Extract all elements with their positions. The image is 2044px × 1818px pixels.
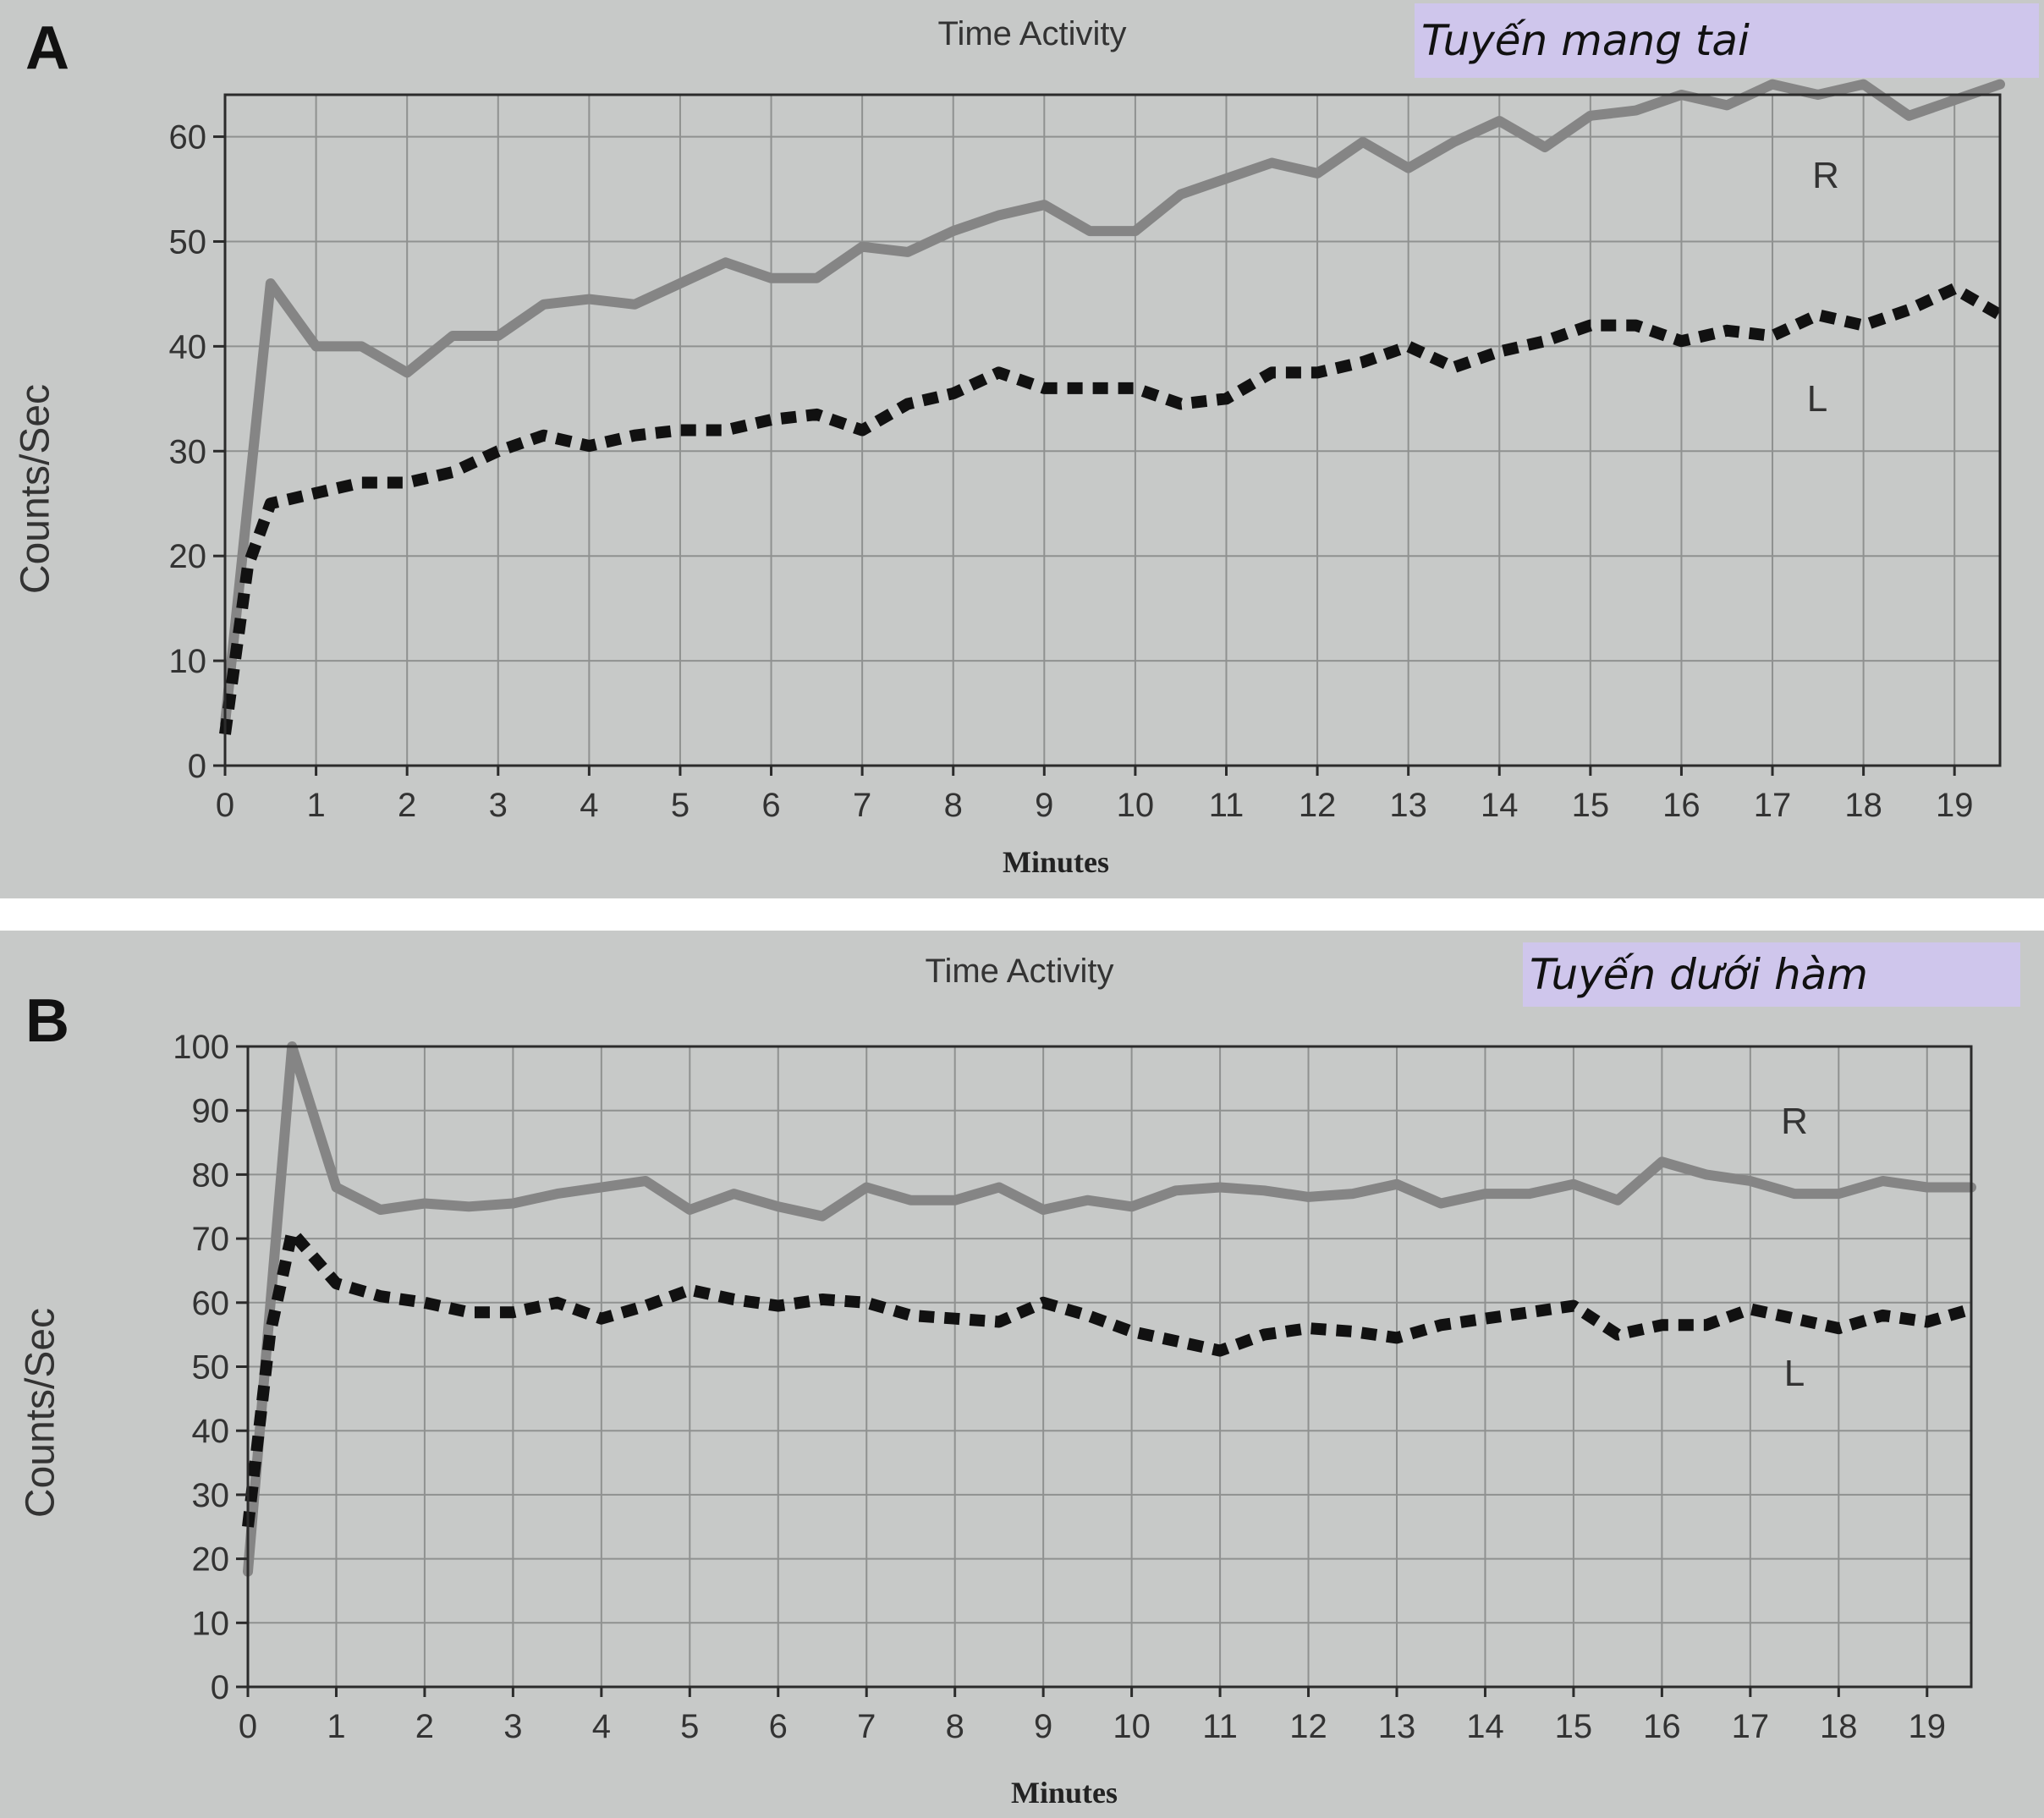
chart-b-xlabel: Minutes	[1011, 1776, 1118, 1810]
y-tick-label: 100	[173, 1029, 229, 1066]
x-tick-label: 14	[1481, 787, 1519, 824]
x-tick-label: 6	[761, 787, 780, 824]
chart-panel-b: 0 1 2 3 4 5 6 7 8 9 10 11 12 13 14 15 16 17 18 19 0 10 20 30 40 5…	[0, 931, 2044, 1818]
x-tick-label: 18	[1844, 787, 1882, 824]
x-tick-label: 17	[1754, 787, 1792, 824]
y-tick-label: 0	[188, 748, 206, 785]
plot-area	[225, 95, 2000, 766]
plot-frame	[223, 93, 2002, 767]
y-tick-label: 0	[211, 1669, 229, 1706]
x-tick-label: 11	[1202, 1708, 1238, 1745]
x-tick-label: 10	[1117, 787, 1155, 824]
x-tick-label: 2	[415, 1708, 434, 1745]
y-tick-label: 50	[192, 1349, 230, 1387]
chart-a-label-r: R	[1812, 155, 1839, 196]
x-tick-label: 5	[680, 1708, 699, 1745]
x-tick-label: 7	[853, 787, 871, 824]
x-tick-label: 2	[398, 787, 416, 824]
chart-b-svg: 0 1 2 3 4 5 6 7 8 9 10 11 12 13 14 15 16 17 18 190102030405…	[173, 1029, 1976, 1745]
y-tick-label: 90	[192, 1093, 230, 1130]
chart-b-label-l: L	[1783, 1353, 1805, 1394]
x-tick-label: 1	[306, 787, 325, 824]
x-tick-label: 11	[1209, 787, 1245, 824]
panel-letter-a: A	[25, 14, 69, 82]
y-tick-label: 20	[169, 538, 207, 575]
x-tick-label: 14	[1466, 1708, 1504, 1745]
x-tick-label: 3	[489, 787, 508, 824]
chart-a-xlabel: Minutes	[1003, 845, 1109, 879]
x-tick-label: 12	[1289, 1708, 1327, 1745]
x-tick-label: 12	[1299, 787, 1337, 824]
chart-a-label-l: L	[1806, 378, 1828, 420]
chart-panel-a: 0 1 2 3 4 5 6 7 8 9 10 11 12 13 14 15 16 17 18 19 0 10 20 30 40 5…	[0, 0, 2044, 898]
x-tick-label: 8	[944, 787, 963, 824]
y-tick-label: 80	[192, 1156, 230, 1194]
panel-letter-b: B	[25, 987, 69, 1055]
x-tick-label: 4	[580, 787, 598, 824]
y-tick-label: 40	[169, 328, 207, 365]
x-tick-label: 19	[1936, 787, 1974, 824]
y-tick-label: 70	[192, 1221, 230, 1258]
x-tick-label: 9	[1034, 1708, 1052, 1745]
chart-a-svg: 0 1 2 3 4 5 6 7 8 9 10 11 12 13 14 15 16 17 18 190102030405…	[169, 79, 2005, 824]
x-tick-label: 18	[1820, 1708, 1858, 1745]
x-tick-label: 19	[1909, 1708, 1947, 1745]
chart-b-title: Time Activity	[925, 953, 1114, 990]
x-tick-label: 4	[592, 1708, 611, 1745]
x-tick-label: 16	[1662, 787, 1701, 824]
x-tick-label: 15	[1555, 1708, 1593, 1745]
x-tick-label: 17	[1732, 1708, 1770, 1745]
x-tick-label: 6	[769, 1708, 788, 1745]
x-tick-label: 0	[239, 1708, 257, 1745]
y-tick-label: 60	[169, 119, 207, 157]
x-tick-label: 13	[1378, 1708, 1416, 1745]
x-tick-label: 9	[1035, 787, 1053, 824]
x-tick-label: 1	[327, 1708, 345, 1745]
chart-a-ylabel: Counts/Sec	[13, 383, 58, 595]
x-tick-label: 13	[1389, 787, 1427, 824]
x-tick-label: 10	[1113, 1708, 1151, 1745]
chart-a-title: Time Activity	[937, 15, 1127, 52]
x-tick-label: 8	[946, 1708, 964, 1745]
gland-label-b: Tuyến dưới hàm	[1523, 942, 2020, 1007]
y-tick-label: 10	[192, 1605, 230, 1642]
y-tick-label: 50	[169, 223, 207, 261]
y-tick-label: 20	[192, 1541, 230, 1579]
x-tick-label: 5	[671, 787, 690, 824]
series-r-line	[220, 79, 2005, 729]
chart-b-ylabel: Counts/Sec	[18, 1307, 63, 1519]
x-tick-label: 7	[857, 1708, 876, 1745]
gland-label-a: Tuyến mang tai	[1415, 3, 2039, 78]
x-tick-label: 16	[1643, 1708, 1681, 1745]
x-tick-label: 0	[216, 787, 234, 824]
series-r-line	[243, 1041, 1976, 1577]
y-tick-label: 30	[192, 1477, 230, 1514]
x-tick-label: 15	[1572, 787, 1610, 824]
x-tick-label: 3	[503, 1708, 522, 1745]
y-tick-label: 60	[192, 1285, 230, 1322]
y-tick-label: 30	[169, 433, 207, 470]
chart-b-label-r: R	[1781, 1101, 1808, 1142]
y-tick-label: 40	[192, 1413, 230, 1450]
y-tick-label: 10	[169, 643, 207, 680]
